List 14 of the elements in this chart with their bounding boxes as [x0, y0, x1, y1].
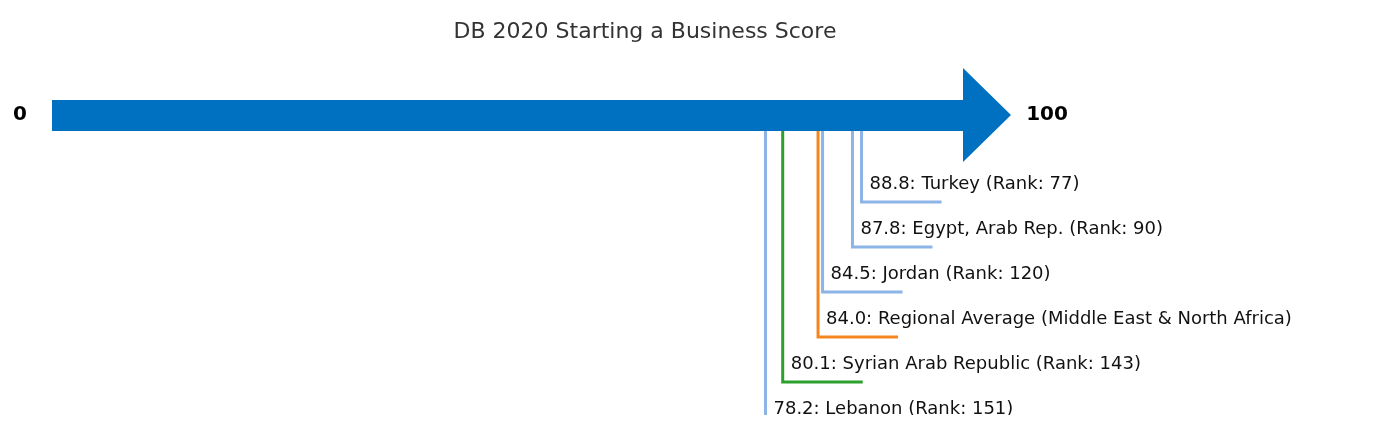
data-label: 84.5: [830, 261, 877, 283]
text: 100 [1026, 101, 1068, 126]
text: DB 2020 Starting a Business Score [453, 17, 837, 43]
category-label: Jordan (Rank: 120) [881, 261, 1051, 283]
data-label: 80.1: [790, 351, 837, 373]
text: 0 [13, 101, 27, 126]
category-label: Regional Average (Middle East & North Africa) [877, 306, 1292, 328]
data-label: 84.0: [826, 306, 873, 328]
category-label: Turkey (Rank: 77) [920, 171, 1080, 193]
category-label: Syrian Arab Republic (Rank: 143) [842, 351, 1141, 373]
data-label: 87.8: [860, 216, 907, 238]
data-label: 78.2: [773, 396, 820, 418]
data-label: 88.8: [869, 171, 916, 193]
category-label: Egypt, Arab Rep. (Rank: 90) [912, 216, 1163, 238]
